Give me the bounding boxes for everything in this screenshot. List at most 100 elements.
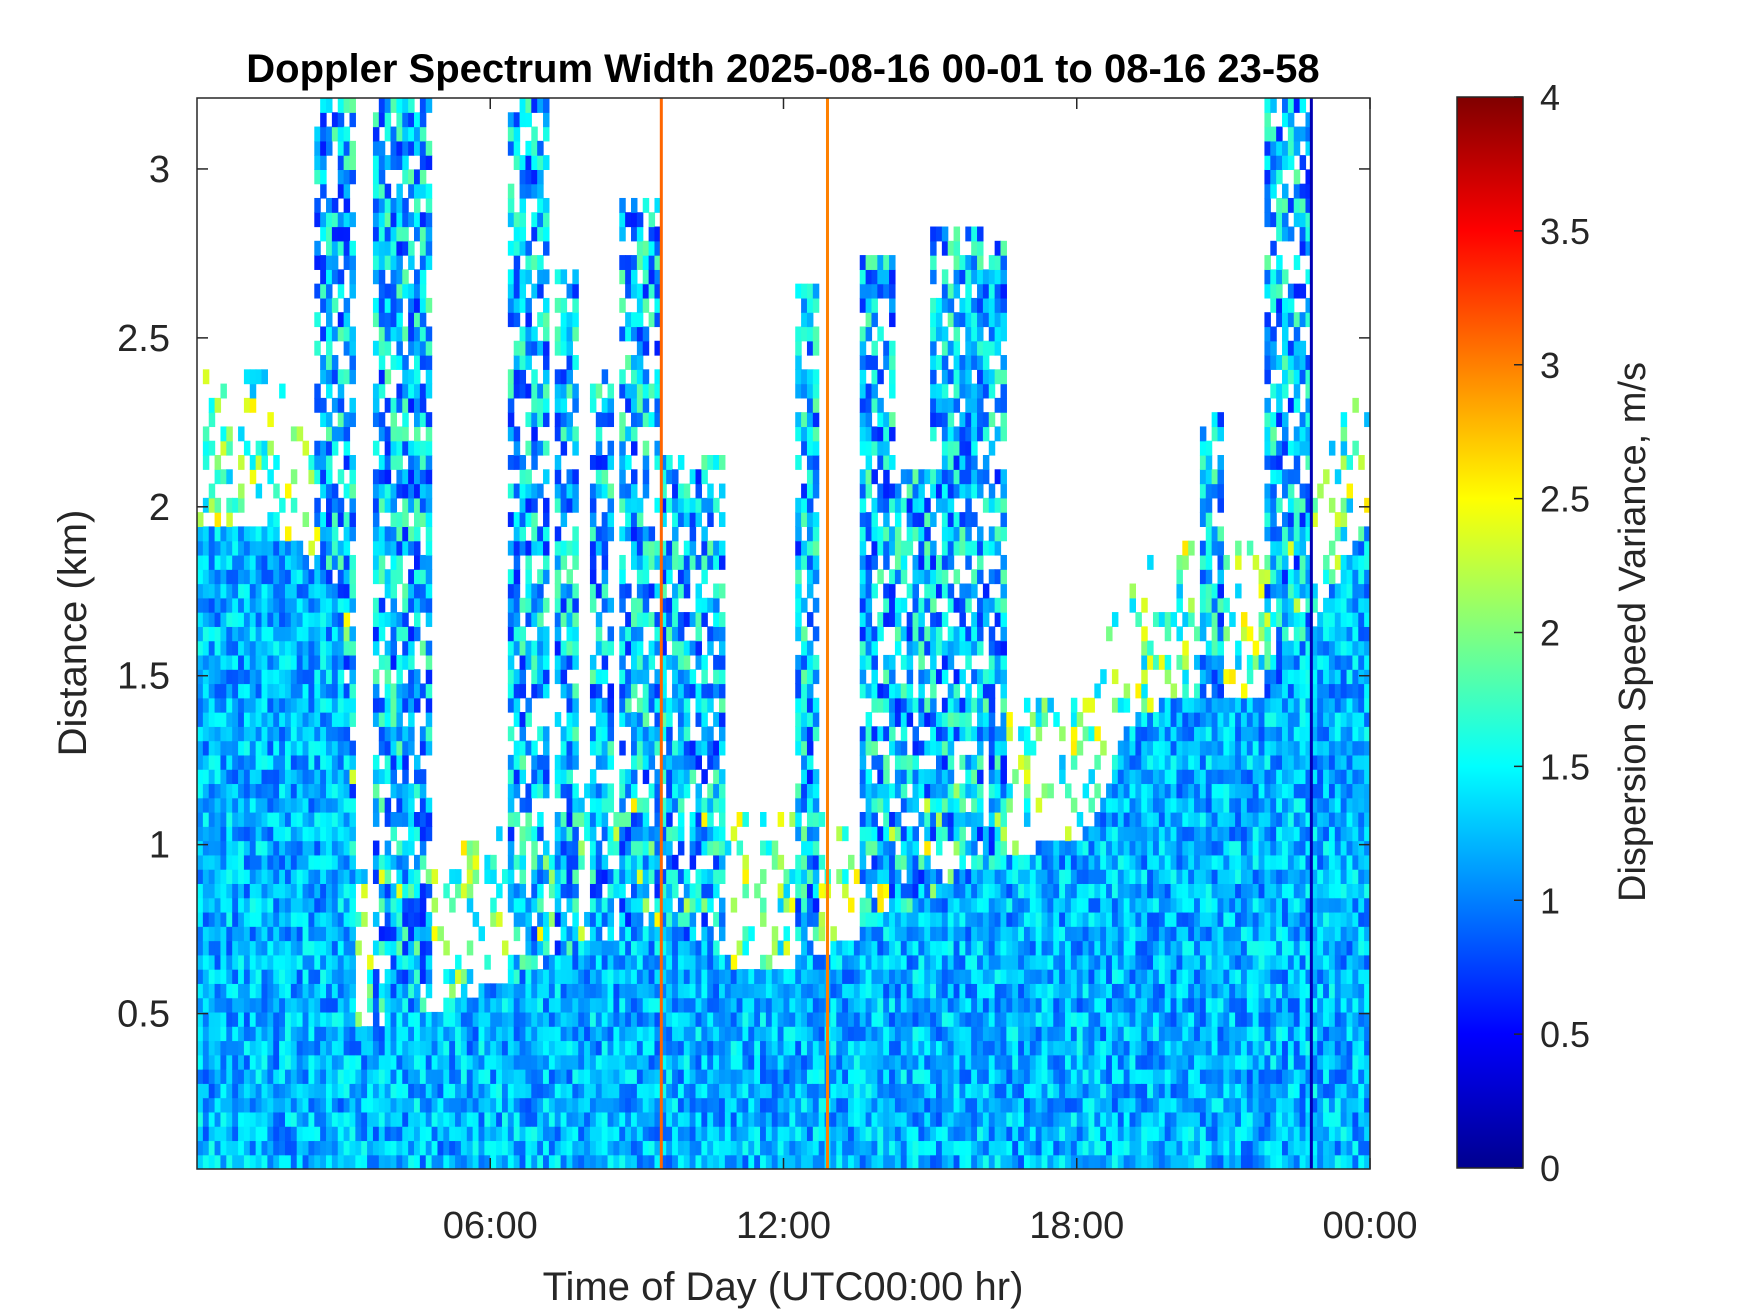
heatmap-cell xyxy=(595,1040,603,1056)
heatmap-cell xyxy=(613,1111,620,1127)
heatmap-cell xyxy=(537,155,544,170)
heatmap-cell xyxy=(607,383,615,399)
heatmap-cell xyxy=(619,269,626,285)
heatmap-cell xyxy=(660,669,667,685)
heatmap-cell xyxy=(830,1126,837,1142)
heatmap-cell xyxy=(578,969,585,984)
heatmap-cell xyxy=(543,1111,550,1127)
heatmap-cell xyxy=(695,1011,702,1027)
heatmap-cell xyxy=(713,969,720,984)
heatmap-cell xyxy=(636,911,644,927)
heatmap-cell xyxy=(660,754,667,770)
heatmap-cell xyxy=(507,783,515,799)
heatmap-cell xyxy=(320,940,327,956)
heatmap-cell xyxy=(889,983,896,999)
heatmap-cell xyxy=(331,797,339,813)
heatmap-cell xyxy=(595,983,603,999)
heatmap-cell xyxy=(414,854,421,870)
heatmap-cell xyxy=(607,797,615,813)
heatmap-cell xyxy=(848,1026,855,1042)
heatmap-cell xyxy=(243,369,251,385)
heatmap-cell xyxy=(519,98,527,113)
heatmap-cell xyxy=(707,1040,714,1056)
heatmap-cell xyxy=(472,1083,480,1099)
heatmap-cell xyxy=(402,740,409,756)
heatmap-cell xyxy=(284,1126,292,1142)
heatmap-cell xyxy=(197,1154,204,1169)
heatmap-cell xyxy=(208,712,216,727)
heatmap-cell xyxy=(531,512,538,527)
heatmap-cell xyxy=(419,469,427,485)
heatmap-cell xyxy=(554,854,562,870)
heatmap-cell xyxy=(742,869,749,884)
heatmap-cell xyxy=(660,797,667,813)
heatmap-cell xyxy=(349,326,356,342)
heatmap-cell xyxy=(525,112,532,128)
heatmap-cell xyxy=(889,654,896,670)
heatmap-cell xyxy=(648,754,656,770)
heatmap-cell xyxy=(589,1140,597,1156)
heatmap-cell xyxy=(220,612,227,627)
heatmap-cell xyxy=(848,897,855,913)
heatmap-cell xyxy=(437,926,444,942)
heatmap-cell xyxy=(202,697,210,713)
heatmap-cell xyxy=(631,840,638,856)
heatmap-cell xyxy=(267,840,274,856)
heatmap-cell xyxy=(607,1140,615,1156)
heatmap-cell xyxy=(894,1083,902,1099)
heatmap-cell xyxy=(795,740,802,756)
heatmap-cell xyxy=(595,583,603,599)
heatmap-cell xyxy=(261,583,268,599)
heatmap-cell xyxy=(267,897,274,913)
heatmap-cell xyxy=(572,812,579,827)
heatmap-cell xyxy=(261,597,268,613)
heatmap-cell xyxy=(255,1140,263,1156)
heatmap-cell xyxy=(742,940,749,956)
heatmap-cell xyxy=(806,512,814,527)
heatmap-cell xyxy=(537,626,544,642)
heatmap-cell xyxy=(408,983,415,999)
heatmap-cell xyxy=(830,1040,837,1056)
heatmap-cell xyxy=(859,1040,867,1056)
heatmap-cell xyxy=(718,854,726,870)
heatmap-cell xyxy=(296,997,304,1013)
heatmap-cell xyxy=(560,583,568,599)
heatmap-cell xyxy=(672,626,679,642)
heatmap-cell xyxy=(238,740,245,756)
heatmap-cell xyxy=(531,1126,538,1142)
heatmap-cell xyxy=(677,569,685,585)
heatmap-cell xyxy=(349,783,356,799)
heatmap-cell xyxy=(871,255,878,270)
heatmap-cell xyxy=(836,1069,843,1084)
heatmap-cell xyxy=(801,897,808,913)
heatmap-cell xyxy=(531,526,538,542)
heatmap-cell xyxy=(566,483,573,499)
heatmap-cell xyxy=(871,1097,878,1113)
heatmap-cell xyxy=(408,1083,415,1099)
heatmap-cell xyxy=(326,1011,333,1027)
heatmap-cell xyxy=(865,440,873,456)
heatmap-cell xyxy=(408,997,415,1013)
heatmap-cell xyxy=(906,712,914,727)
heatmap-cell xyxy=(302,597,310,613)
heatmap-cell xyxy=(290,797,298,813)
heatmap-cell xyxy=(625,397,632,413)
heatmap-cell xyxy=(560,326,568,342)
heatmap-cell xyxy=(572,297,579,313)
heatmap-cell xyxy=(900,712,908,727)
heatmap-cell xyxy=(672,1054,679,1070)
heatmap-cell xyxy=(284,983,292,999)
heatmap-cell xyxy=(595,412,603,428)
heatmap-cell xyxy=(290,540,298,556)
heatmap-cell xyxy=(384,769,392,785)
heatmap-cell xyxy=(402,1011,409,1027)
heatmap-cell xyxy=(478,997,485,1013)
heatmap-cell xyxy=(631,669,638,685)
heatmap-cell xyxy=(513,983,521,999)
heatmap-cell xyxy=(883,911,890,927)
heatmap-cell xyxy=(472,1097,480,1113)
heatmap-cell xyxy=(865,654,873,670)
heatmap-cell xyxy=(525,740,532,756)
heatmap-cell xyxy=(648,1054,656,1070)
heatmap-cell xyxy=(343,98,351,113)
